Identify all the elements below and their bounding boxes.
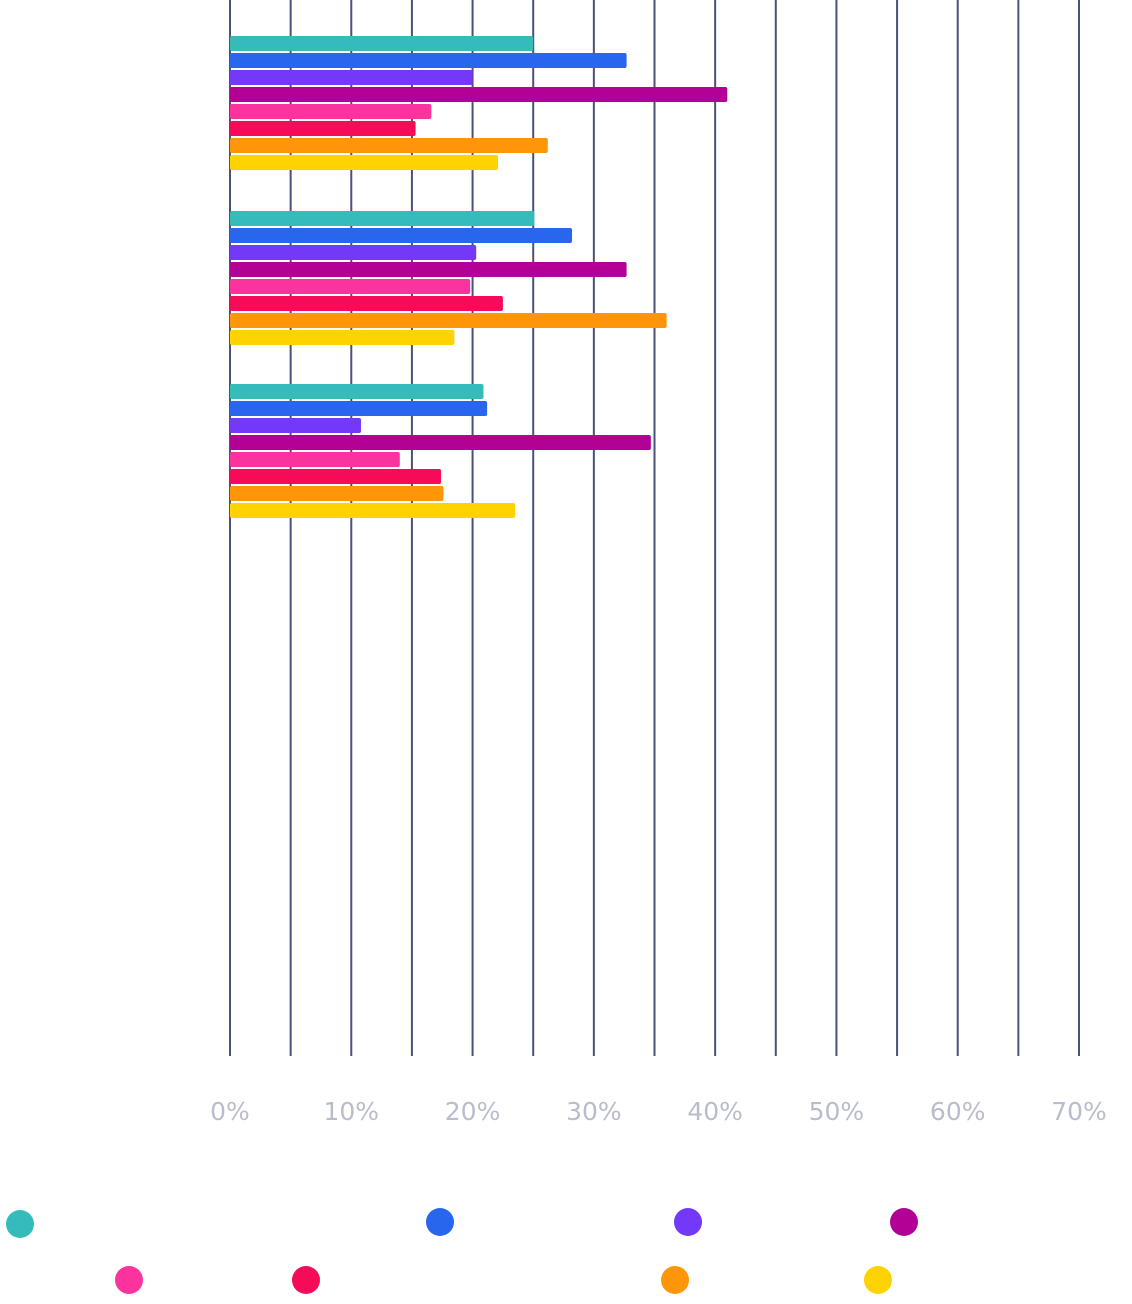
gridlines [229,0,1080,1056]
legend-marker [115,1266,143,1294]
bar [230,245,477,260]
legend-marker [661,1266,689,1294]
x-tick-label: 60% [930,1097,986,1126]
bar [230,155,499,170]
x-tick-label: 50% [809,1097,865,1126]
legend-marker [426,1208,454,1236]
legend-marker [890,1208,918,1236]
x-tick-label: 40% [687,1097,743,1126]
bar [230,211,535,226]
bar-chart: 0% 10% 20% 30% 40% 50% 60% 70% [210,0,1107,1126]
bar [230,401,488,416]
x-tick-label: 70% [1051,1097,1107,1126]
bar [230,418,361,433]
bar [230,486,444,501]
bar [230,330,455,345]
bar [230,452,400,467]
x-tick-label: 10% [323,1097,379,1126]
bar [230,279,471,294]
legend-marker [864,1266,892,1294]
x-tick-label: 0% [210,1097,250,1126]
bar [230,228,573,243]
bar [230,296,503,311]
bar [230,313,667,328]
bar [230,87,728,102]
bar [230,53,627,68]
bar [230,435,651,450]
bar [230,503,516,518]
bar [230,469,442,484]
legend-marker [674,1208,702,1236]
bar [230,384,484,399]
bar [230,121,416,136]
x-tick-label: 20% [445,1097,501,1126]
bar [230,70,473,85]
legend-marker [6,1210,34,1238]
x-tick-label: 30% [566,1097,622,1126]
bar [230,262,627,277]
bar [230,36,534,51]
legend-marker [292,1266,320,1294]
x-axis-ticks: 0% 10% 20% 30% 40% 50% 60% 70% [210,1097,1107,1126]
bar [230,138,548,153]
bars [230,36,728,518]
bar [230,104,432,119]
